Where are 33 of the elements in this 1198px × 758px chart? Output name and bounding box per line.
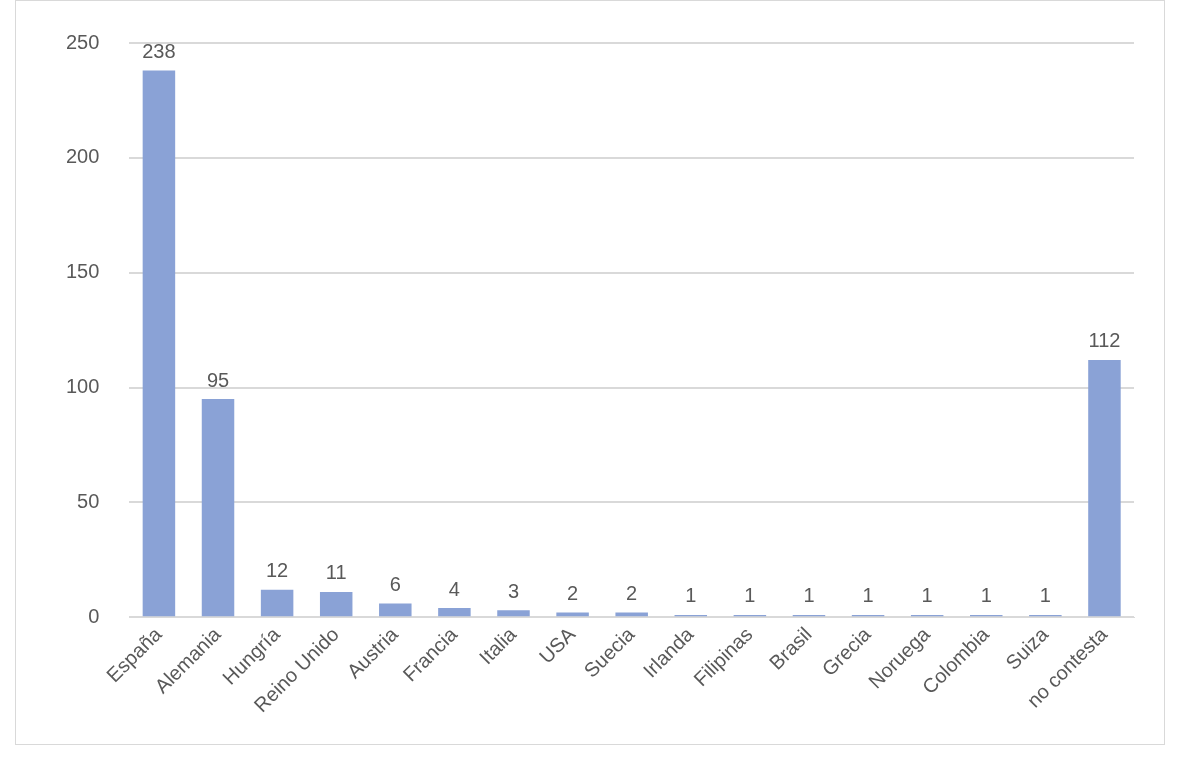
bar: [497, 610, 530, 617]
data-label: 3: [507, 579, 520, 602]
y-tick-label: 100: [65, 375, 100, 398]
data-label: 1: [803, 584, 815, 607]
bar: [1088, 359, 1121, 617]
data-label: 238: [142, 40, 176, 63]
data-label: 1: [921, 584, 933, 607]
y-tick-label: 0: [88, 604, 100, 627]
y-tick-label: 150: [65, 260, 100, 283]
bar: [142, 70, 176, 617]
bar: [201, 399, 235, 617]
y-tick-label: 250: [65, 30, 100, 53]
data-label: 95: [206, 368, 230, 391]
data-label: 4: [448, 577, 460, 600]
data-label: 12: [265, 559, 289, 582]
bar: [260, 589, 294, 617]
data-label: 1: [980, 584, 992, 607]
y-tick-label: 50: [77, 489, 100, 512]
bar: [319, 591, 353, 617]
x-tick-label: USA: [534, 622, 580, 668]
data-label: 1: [744, 584, 756, 607]
bar: [379, 603, 412, 617]
bar: [438, 608, 471, 617]
data-label: 2: [626, 582, 638, 605]
data-label: 6: [389, 572, 401, 595]
data-label: 11: [325, 561, 347, 584]
data-label: 2: [567, 582, 579, 605]
data-label: 1: [1039, 584, 1051, 607]
data-label: 112: [1088, 329, 1121, 352]
data-label: 1: [685, 584, 697, 607]
y-tick-label: 200: [65, 145, 100, 168]
data-label: 1: [862, 584, 874, 607]
x-tick-label: Italia: [474, 622, 521, 669]
